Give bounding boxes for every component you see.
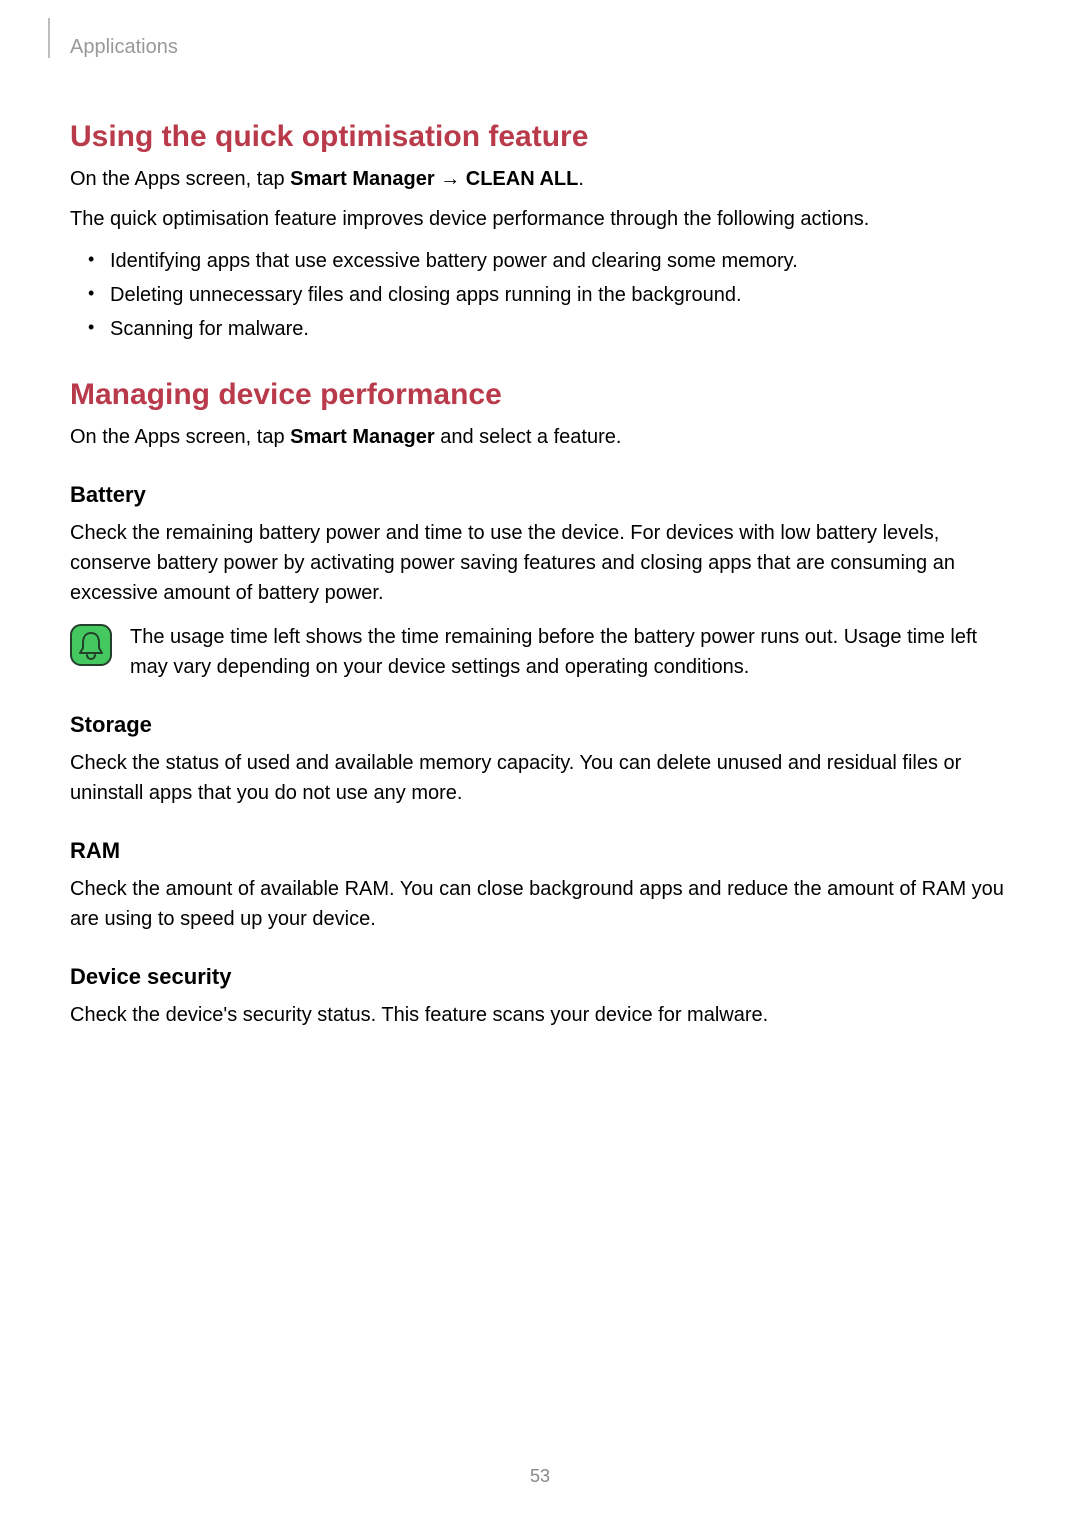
subheading-device-security: Device security [70,964,1010,990]
clean-all-label: CLEAN ALL [466,168,579,190]
note-bell-icon [70,624,112,671]
quick-opt-bullets: Identifying apps that use excessive batt… [70,244,1010,346]
storage-body: Check the status of used and available m… [70,748,1010,808]
period: . [578,168,584,190]
device-security-body: Check the device's security status. This… [70,1000,1010,1030]
list-item: Deleting unnecessary files and closing a… [70,278,1010,312]
text: On the Apps screen, tap [70,426,290,448]
heading-managing-performance: Managing device performance [70,378,1010,412]
smart-manager-label: Smart Manager [290,168,435,190]
text: and select a feature. [435,426,622,448]
quick-opt-description: The quick optimisation feature improves … [70,204,1010,234]
subheading-storage: Storage [70,712,1010,738]
arrow: → [435,168,466,190]
subheading-battery: Battery [70,482,1010,508]
content: Using the quick optimisation feature On … [70,120,1010,1030]
page-number: 53 [0,1466,1080,1487]
heading-quick-optimisation: Using the quick optimisation feature [70,120,1010,154]
battery-note-text: The usage time left shows the time remai… [130,622,1010,682]
page: Applications Using the quick optimisatio… [0,0,1080,1527]
ram-body: Check the amount of available RAM. You c… [70,874,1010,934]
smart-manager-label: Smart Manager [290,426,435,448]
battery-body: Check the remaining battery power and ti… [70,518,1010,608]
managing-intro: On the Apps screen, tap Smart Manager an… [70,422,1010,452]
subheading-ram: RAM [70,838,1010,864]
header-rule [48,18,50,58]
list-item: Scanning for malware. [70,312,1010,346]
text: On the Apps screen, tap [70,168,290,190]
battery-note: The usage time left shows the time remai… [70,622,1010,682]
list-item: Identifying apps that use excessive batt… [70,244,1010,278]
quick-opt-instruction: On the Apps screen, tap Smart Manager → … [70,164,1010,194]
header-section-label: Applications [70,36,178,59]
